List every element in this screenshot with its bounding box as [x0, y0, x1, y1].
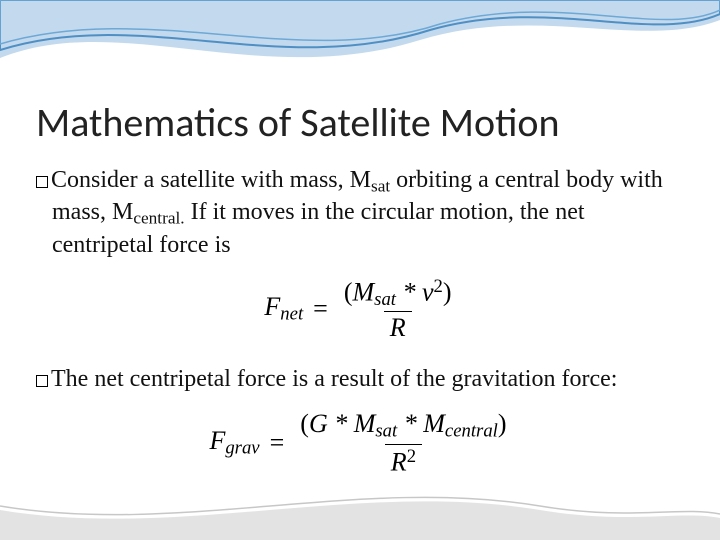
eq2-lhs-base: F [209, 426, 225, 455]
eq1-num-sup: 2 [434, 276, 443, 297]
eq1-num-open: ( [344, 277, 353, 306]
page-title: Mathematics of Satellite Motion [36, 98, 686, 147]
eq2-num-open: ( [300, 409, 309, 438]
eq2-equals: = [270, 428, 285, 458]
eq2-num-sub2: central [445, 421, 498, 442]
bullet-icon [36, 375, 48, 387]
eq2-numerator: (G * Msat * Mcentral) [294, 410, 512, 443]
eq1-lhs: Fnet [264, 292, 303, 326]
eq1-numerator: (Msat * v2) [338, 277, 458, 312]
p1-text-a: Consider a satellite with mass, M [51, 167, 371, 193]
paragraph-1: Consider a satellite with mass, Msat orb… [36, 165, 686, 261]
eq2-den-base: R [391, 447, 407, 476]
equation-1: Fnet = (Msat * v2) R [36, 277, 686, 342]
eq1-lhs-sub: net [280, 304, 303, 325]
top-wave-decoration [0, 0, 720, 90]
paragraph-2: The net centripetal force is a result of… [36, 364, 686, 395]
bullet-icon [36, 176, 48, 188]
eq2-lhs: Fgrav [209, 426, 259, 460]
eq2-num-gm: G * M [309, 409, 375, 438]
eq1-fraction: (Msat * v2) R [338, 277, 458, 342]
eq2-num-m2: * M [397, 409, 445, 438]
eq1-num-v: * v [396, 277, 434, 306]
eq2-den-sup: 2 [407, 446, 416, 467]
equation-2: Fgrav = (G * Msat * Mcentral) R2 [36, 410, 686, 475]
eq1-num-m: M [353, 277, 375, 306]
eq2-lhs-sub: grav [225, 438, 259, 459]
eq2-denominator: R2 [385, 444, 422, 476]
eq1-lhs-base: F [264, 292, 280, 321]
eq2-num-sub1: sat [375, 421, 397, 442]
p1-sub2: central. [133, 209, 184, 228]
eq2-fraction: (G * Msat * Mcentral) R2 [294, 410, 512, 475]
eq1-num-close: ) [443, 277, 452, 306]
eq1-num-sub: sat [374, 289, 396, 310]
eq2-num-close: ) [498, 409, 507, 438]
eq1-equals: = [313, 294, 328, 324]
eq1-denominator: R [384, 311, 412, 341]
slide-content: Mathematics of Satellite Motion Consider… [36, 98, 686, 497]
p1-sub1: sat [371, 176, 390, 195]
p2-text: The net centripetal force is a result of… [51, 366, 617, 392]
